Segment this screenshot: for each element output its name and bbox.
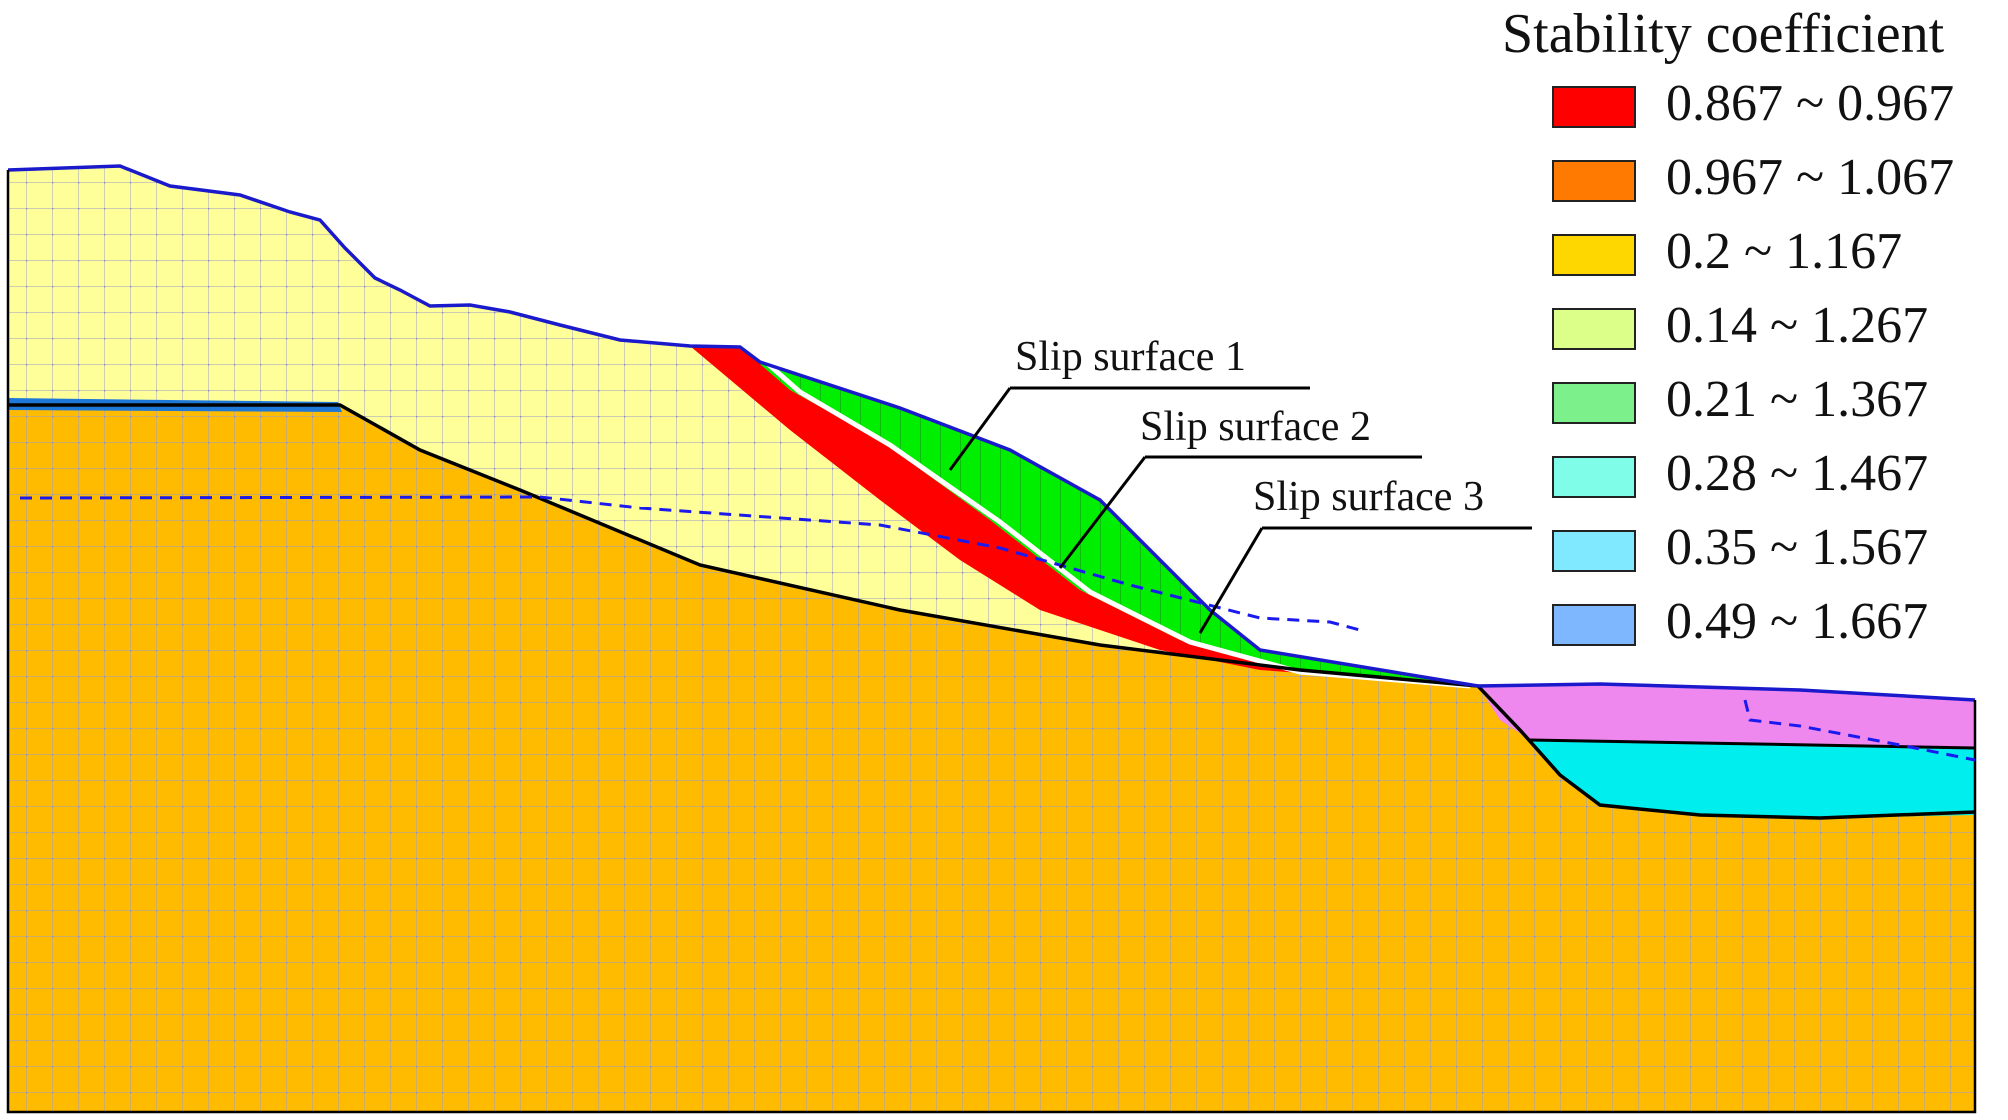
- slip-surface-3-label: Slip surface 3: [1253, 474, 1484, 520]
- slip-surface-2-label: Slip surface 2: [1140, 404, 1371, 450]
- legend-swatch: [1552, 456, 1636, 498]
- slip-block-green-mesh: [745, 355, 1478, 686]
- legend-item: 0.14 ~ 1.267: [1552, 297, 1992, 378]
- toe-layer-cyan: [1530, 740, 1975, 818]
- legend-swatch: [1552, 234, 1636, 276]
- legend-item: 0.867 ~ 0.967: [1552, 75, 1992, 156]
- bedrock-mesh: [8, 405, 1975, 1112]
- legend-swatch: [1552, 382, 1636, 424]
- legend-label: 0.14 ~ 1.267: [1666, 297, 1929, 354]
- legend-item: 0.21 ~ 1.367: [1552, 371, 1992, 452]
- legend-label: 0.2 ~ 1.167: [1666, 223, 1903, 280]
- legend-title: Stability coefficient: [1502, 3, 1945, 65]
- slip-surface-1-label: Slip surface 1: [1015, 334, 1246, 380]
- legend-label: 0.35 ~ 1.567: [1666, 519, 1929, 576]
- bedrock-boundary-line: [8, 403, 1976, 820]
- legend-label: 0.967 ~ 1.067: [1666, 149, 1955, 206]
- legend-swatch: [1552, 530, 1636, 572]
- legend-swatch: [1552, 604, 1636, 646]
- legend-item: 0.35 ~ 1.567: [1552, 519, 1992, 600]
- legend-label: 0.867 ~ 0.967: [1666, 75, 1955, 132]
- slip-surface-1-leader: [948, 387, 1012, 471]
- legend-swatch: [1552, 86, 1636, 128]
- model-outline: [6, 170, 1977, 1114]
- legend-label: 0.21 ~ 1.367: [1666, 371, 1929, 428]
- toe-boundary-line: [1529, 738, 1976, 750]
- legend-label: 0.49 ~ 1.667: [1666, 593, 1929, 650]
- toe-layer-pink: [1478, 684, 1975, 748]
- legend-label: 0.28 ~ 1.467: [1666, 445, 1929, 502]
- groundwater-line: [19, 495, 1976, 762]
- legend-swatch: [1552, 160, 1636, 202]
- legend-item: 0.28 ~ 1.467: [1552, 445, 1992, 526]
- ground-surface-line: [7, 164, 1976, 702]
- slip-surface-3-leader: [1198, 527, 1264, 634]
- slip-zone-red: [690, 346, 1478, 686]
- slip-surface-2-leader: [1058, 456, 1147, 569]
- legend-item: 0.2 ~ 1.167: [1552, 223, 1992, 304]
- legend-item: 0.49 ~ 1.667: [1552, 593, 1992, 674]
- legend-swatch: [1552, 308, 1636, 350]
- legend-item: 0.967 ~ 1.067: [1552, 149, 1992, 230]
